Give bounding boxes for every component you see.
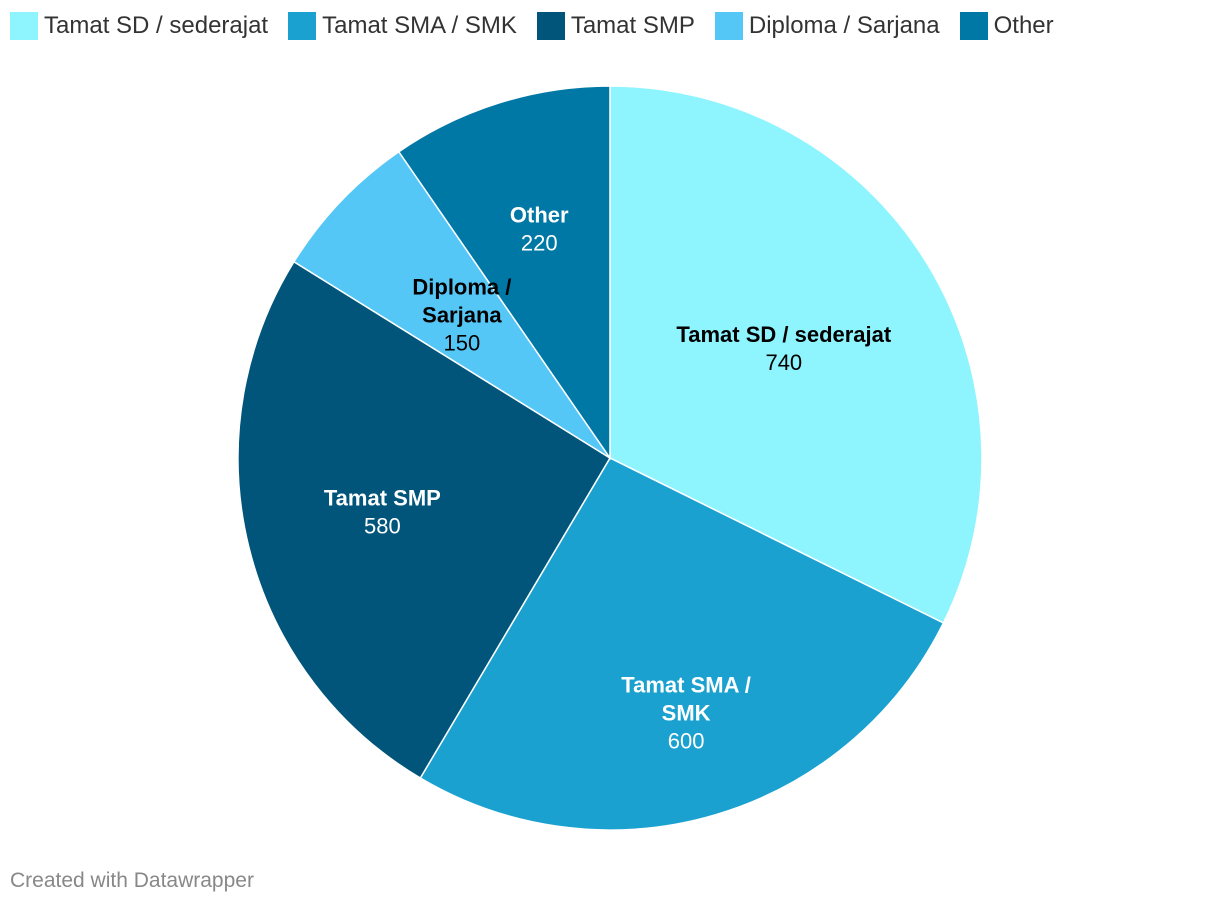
- slice-name-label: Tamat SMP: [324, 486, 441, 511]
- slice-value-label: 220: [521, 230, 558, 255]
- legend-label: Other: [993, 12, 1054, 39]
- legend-swatch: [959, 12, 988, 40]
- slice-name-label: Tamat SMA /: [621, 673, 751, 698]
- legend-swatch: [288, 12, 317, 40]
- legend-label: Tamat SD / sederajat: [44, 12, 269, 39]
- slice-label-tamat-sd: Tamat SD / sederajat 740: [676, 322, 891, 375]
- legend-item-tamat-smp: Tamat SMP: [536, 12, 695, 40]
- pie-slice-other: [397, 85, 611, 461]
- legend-swatch: [536, 12, 565, 40]
- slice-name-label: Other: [510, 202, 569, 227]
- slice-value-label: 740: [765, 350, 802, 375]
- legend-item-tamat-sd: Tamat SD / sederajat: [10, 12, 268, 40]
- slice-label-tamat-sma: Tamat SMA / SMK 600: [621, 673, 751, 754]
- slice-value-label: 150: [444, 331, 481, 356]
- pie-slice-tamat-sma: [419, 457, 945, 831]
- slice-name-label: Diploma /: [412, 275, 511, 300]
- legend-label: Diploma / Sarjana: [748, 12, 940, 39]
- slice-label-other: Other 220: [510, 202, 569, 255]
- slice-label-tamat-smp: Tamat SMP 580: [324, 486, 441, 539]
- pie-chart: Tamat SD / sederajat 740 Tamat SMA / SMK 600…: [237, 85, 983, 831]
- slice-name-label: SMK: [662, 701, 711, 726]
- slice-value-label: 580: [364, 514, 401, 539]
- slice-name-label: Sarjana: [422, 303, 502, 328]
- chart-legend: Tamat SD / sederajat Tamat SMA / SMK Tam…: [10, 12, 1074, 40]
- legend-item-other: Other: [959, 12, 1054, 40]
- pie-slice-tamat-smp: [237, 260, 612, 780]
- slice-label-diploma: Diploma / Sarjana 150: [412, 275, 511, 356]
- slice-value-label: 600: [668, 729, 705, 754]
- legend-swatch: [10, 12, 38, 40]
- slice-name-label: Tamat SD / sederajat: [676, 322, 891, 347]
- chart-credit: Created with Datawrapper: [10, 869, 254, 892]
- legend-item-diploma: Diploma / Sarjana: [714, 12, 940, 40]
- legend-label: Tamat SMA / SMK: [322, 12, 517, 39]
- legend-swatch: [714, 12, 743, 40]
- legend-label: Tamat SMP: [570, 12, 695, 39]
- pie-slice-tamat-sd: [609, 85, 983, 625]
- pie-slice-diploma: [292, 150, 611, 459]
- legend-item-tamat-sma: Tamat SMA / SMK: [288, 12, 517, 40]
